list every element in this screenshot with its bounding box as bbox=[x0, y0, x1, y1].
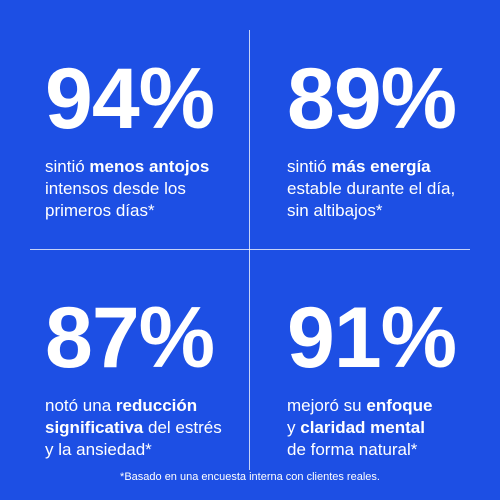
stat-value: 91% bbox=[287, 290, 457, 386]
stat-value: 94% bbox=[45, 51, 215, 147]
description-line: y claridad mental bbox=[287, 417, 487, 439]
divider-horizontal bbox=[30, 249, 470, 250]
stat-description: sintió más energía estable durante el día… bbox=[287, 156, 487, 222]
description-line: sintió menos antojos bbox=[45, 156, 245, 178]
text: notó una bbox=[45, 396, 116, 415]
description-line: sin altibajos* bbox=[287, 200, 487, 222]
stat-cell: 91% mejoró su enfoque y claridad mental de … bbox=[287, 295, 487, 461]
footnote: *Basado en una encuesta interna con clie… bbox=[120, 471, 380, 483]
description-line: notó una reducción bbox=[45, 395, 245, 417]
text: intensos desde los bbox=[45, 179, 186, 198]
description-line: de forma natural* bbox=[287, 439, 487, 461]
description-line: y la ansiedad* bbox=[45, 439, 245, 461]
stat-value: 87% bbox=[45, 290, 215, 386]
text: y bbox=[287, 418, 301, 437]
description-line: primeros días* bbox=[45, 200, 245, 222]
text: mejoró su bbox=[287, 396, 367, 415]
stat-cell: 89% sintió más energía estable durante el … bbox=[287, 56, 487, 222]
description-line: intensos desde los bbox=[45, 178, 245, 200]
text: sintió bbox=[45, 157, 90, 176]
text: primeros días* bbox=[45, 201, 155, 220]
stat-cell: 87% notó una reducción significativa del e… bbox=[45, 295, 245, 461]
stat-value: 89% bbox=[287, 51, 457, 147]
emphasis: menos antojos bbox=[89, 157, 210, 176]
stat-description: sintió menos antojos intensos desde los pr… bbox=[45, 156, 245, 222]
text: sintió bbox=[287, 157, 332, 176]
stat-description: notó una reducción significativa del estr… bbox=[45, 395, 245, 461]
stat-description: mejoró su enfoque y claridad mental de for… bbox=[287, 395, 487, 461]
stat-cell: 94% sintió menos antojos intensos desde lo… bbox=[45, 56, 245, 222]
description-line: estable durante el día, bbox=[287, 178, 487, 200]
emphasis: enfoque bbox=[366, 396, 433, 415]
text: de forma natural* bbox=[287, 440, 418, 459]
description-line: significativa del estrés bbox=[45, 417, 245, 439]
divider-vertical bbox=[249, 30, 250, 470]
emphasis: significativa bbox=[45, 418, 144, 437]
text: del estrés bbox=[143, 418, 222, 437]
description-line: sintió más energía bbox=[287, 156, 487, 178]
emphasis: reducción bbox=[115, 396, 198, 415]
emphasis: más energía bbox=[331, 157, 431, 176]
text: estable durante el día, bbox=[287, 179, 456, 198]
description-line: mejoró su enfoque bbox=[287, 395, 487, 417]
emphasis: claridad mental bbox=[300, 418, 425, 437]
text: y la ansiedad* bbox=[45, 440, 152, 459]
text: sin altibajos* bbox=[287, 201, 383, 220]
